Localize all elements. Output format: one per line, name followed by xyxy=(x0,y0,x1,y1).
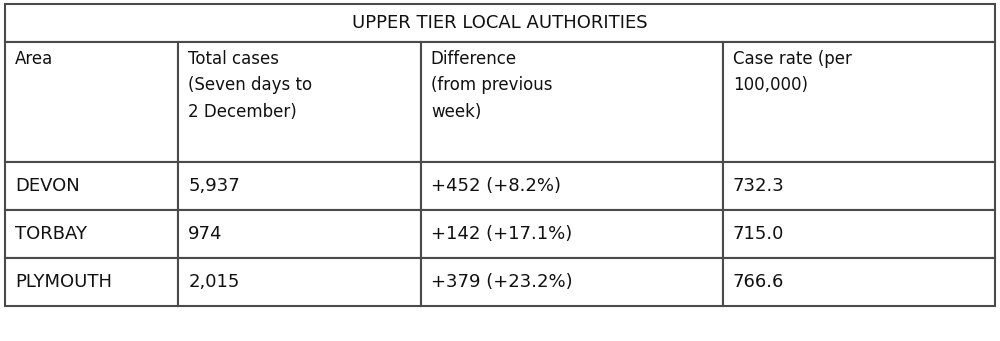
Text: +452 (+8.2%): +452 (+8.2%) xyxy=(431,177,561,195)
Text: 974: 974 xyxy=(188,225,223,243)
Bar xyxy=(5,42,178,162)
Text: 715.0: 715.0 xyxy=(733,225,784,243)
Bar xyxy=(421,42,723,162)
Text: 732.3: 732.3 xyxy=(733,177,784,195)
Text: +142 (+17.1%): +142 (+17.1%) xyxy=(431,225,572,243)
Bar xyxy=(5,4,995,42)
Text: PLYMOUTH: PLYMOUTH xyxy=(15,273,112,291)
Text: Area: Area xyxy=(15,50,53,68)
Bar xyxy=(178,42,421,162)
Text: Difference
(from previous
week): Difference (from previous week) xyxy=(431,50,552,121)
Bar xyxy=(5,210,178,258)
Bar xyxy=(5,258,178,306)
Bar xyxy=(421,162,723,210)
Text: Total cases
(Seven days to
2 December): Total cases (Seven days to 2 December) xyxy=(188,50,312,121)
Bar xyxy=(723,42,995,162)
Bar xyxy=(421,210,723,258)
Bar xyxy=(723,258,995,306)
Text: +379 (+23.2%): +379 (+23.2%) xyxy=(431,273,572,291)
Text: UPPER TIER LOCAL AUTHORITIES: UPPER TIER LOCAL AUTHORITIES xyxy=(352,14,648,32)
Text: 766.6: 766.6 xyxy=(733,273,784,291)
Bar xyxy=(421,258,723,306)
Bar xyxy=(723,162,995,210)
Bar xyxy=(5,162,178,210)
Text: 2,015: 2,015 xyxy=(188,273,240,291)
Text: Case rate (per
100,000): Case rate (per 100,000) xyxy=(733,50,852,94)
Bar xyxy=(178,258,421,306)
Text: DEVON: DEVON xyxy=(15,177,80,195)
Bar xyxy=(178,210,421,258)
Text: TORBAY: TORBAY xyxy=(15,225,87,243)
Bar xyxy=(723,210,995,258)
Bar xyxy=(178,162,421,210)
Text: 5,937: 5,937 xyxy=(188,177,240,195)
